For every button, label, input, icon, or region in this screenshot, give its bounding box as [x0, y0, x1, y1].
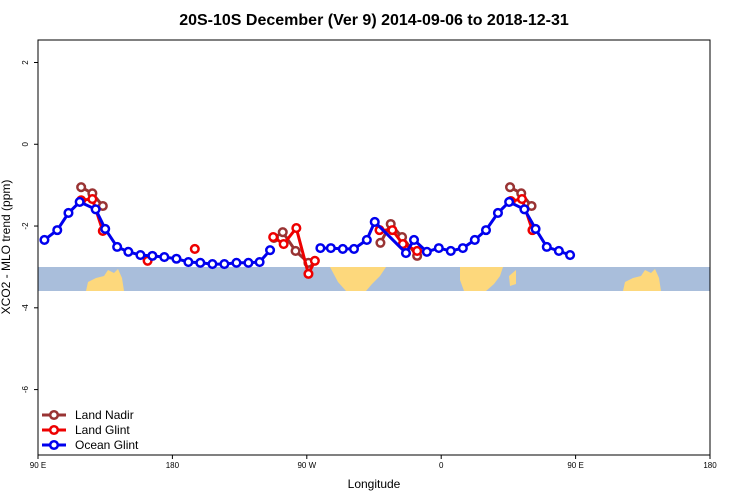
point	[112, 241, 123, 252]
x-axis-label: Longitude	[348, 477, 401, 491]
point	[492, 207, 503, 219]
point	[303, 268, 314, 279]
x-tick-label: 0	[439, 461, 444, 470]
y-axis-label: XCO2 - MLO trend (ppm)	[0, 180, 13, 315]
y-tick-label: 2	[21, 60, 30, 65]
point	[565, 250, 576, 261]
point	[100, 223, 111, 234]
y-tick-label: -2	[21, 222, 30, 230]
point	[135, 250, 146, 261]
point	[76, 182, 87, 193]
point	[408, 234, 420, 245]
point	[207, 259, 218, 270]
point	[90, 204, 101, 215]
point	[375, 237, 386, 248]
point	[171, 253, 182, 264]
point	[63, 207, 74, 219]
point	[159, 252, 170, 263]
legend-label: Land Glint	[75, 423, 130, 437]
y-tick-label: 0	[21, 141, 30, 146]
map-band	[38, 267, 710, 291]
plot-frame	[37, 39, 711, 456]
point	[469, 234, 480, 245]
y-tick-label: -6	[21, 385, 30, 393]
point	[530, 223, 541, 234]
point	[412, 245, 423, 257]
legend-marker	[48, 424, 60, 436]
x-tick-label: 90 W	[297, 461, 316, 470]
point	[433, 243, 444, 254]
point	[183, 256, 194, 268]
point	[219, 259, 230, 270]
point	[290, 245, 301, 257]
point	[369, 216, 380, 227]
x-tick-label: 180	[166, 461, 180, 470]
series-line	[43, 200, 571, 266]
point	[231, 257, 242, 268]
point	[195, 257, 206, 268]
legend-marker	[48, 439, 60, 451]
x-tick-label: 90 E	[30, 461, 46, 470]
point	[291, 223, 302, 234]
point	[52, 225, 63, 236]
point	[254, 256, 265, 268]
y-tick-label: -4	[21, 304, 30, 312]
point	[123, 246, 134, 257]
point	[480, 225, 492, 236]
point	[278, 238, 289, 250]
point	[87, 193, 98, 205]
point	[265, 245, 276, 256]
point	[361, 234, 372, 245]
point	[39, 234, 50, 245]
point	[519, 204, 530, 215]
point	[504, 196, 515, 207]
point	[337, 243, 348, 254]
point	[147, 250, 158, 261]
point	[243, 257, 254, 268]
point	[445, 245, 456, 257]
point	[325, 243, 336, 254]
legend-marker	[48, 409, 60, 421]
point	[421, 246, 432, 257]
point	[189, 243, 200, 254]
point	[74, 196, 85, 207]
point	[268, 232, 279, 243]
legend-label: Land Nadir	[75, 408, 134, 422]
point	[348, 243, 360, 254]
x-tick-label: 90 E	[567, 461, 583, 470]
point	[400, 247, 412, 259]
point	[309, 255, 320, 266]
legend-label: Ocean Glint	[75, 438, 139, 452]
x-tick-label: 180	[703, 461, 717, 470]
point	[387, 225, 398, 236]
point	[277, 227, 288, 238]
point	[541, 241, 552, 252]
chart-title: 20S-10S December (Ver 9) 2014-09-06 to 2…	[179, 12, 569, 29]
point	[516, 193, 528, 205]
point	[504, 182, 516, 193]
point	[315, 243, 326, 254]
point	[457, 243, 468, 254]
point	[553, 245, 564, 257]
